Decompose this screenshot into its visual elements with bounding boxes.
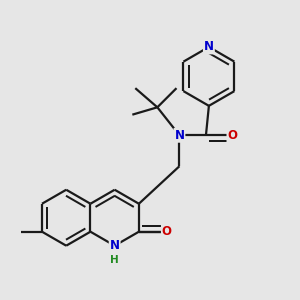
Text: N: N [174,129,184,142]
Text: O: O [162,225,172,238]
Text: N: N [110,239,120,252]
Text: H: H [110,255,119,266]
Text: O: O [227,129,237,142]
Text: N: N [204,40,214,53]
